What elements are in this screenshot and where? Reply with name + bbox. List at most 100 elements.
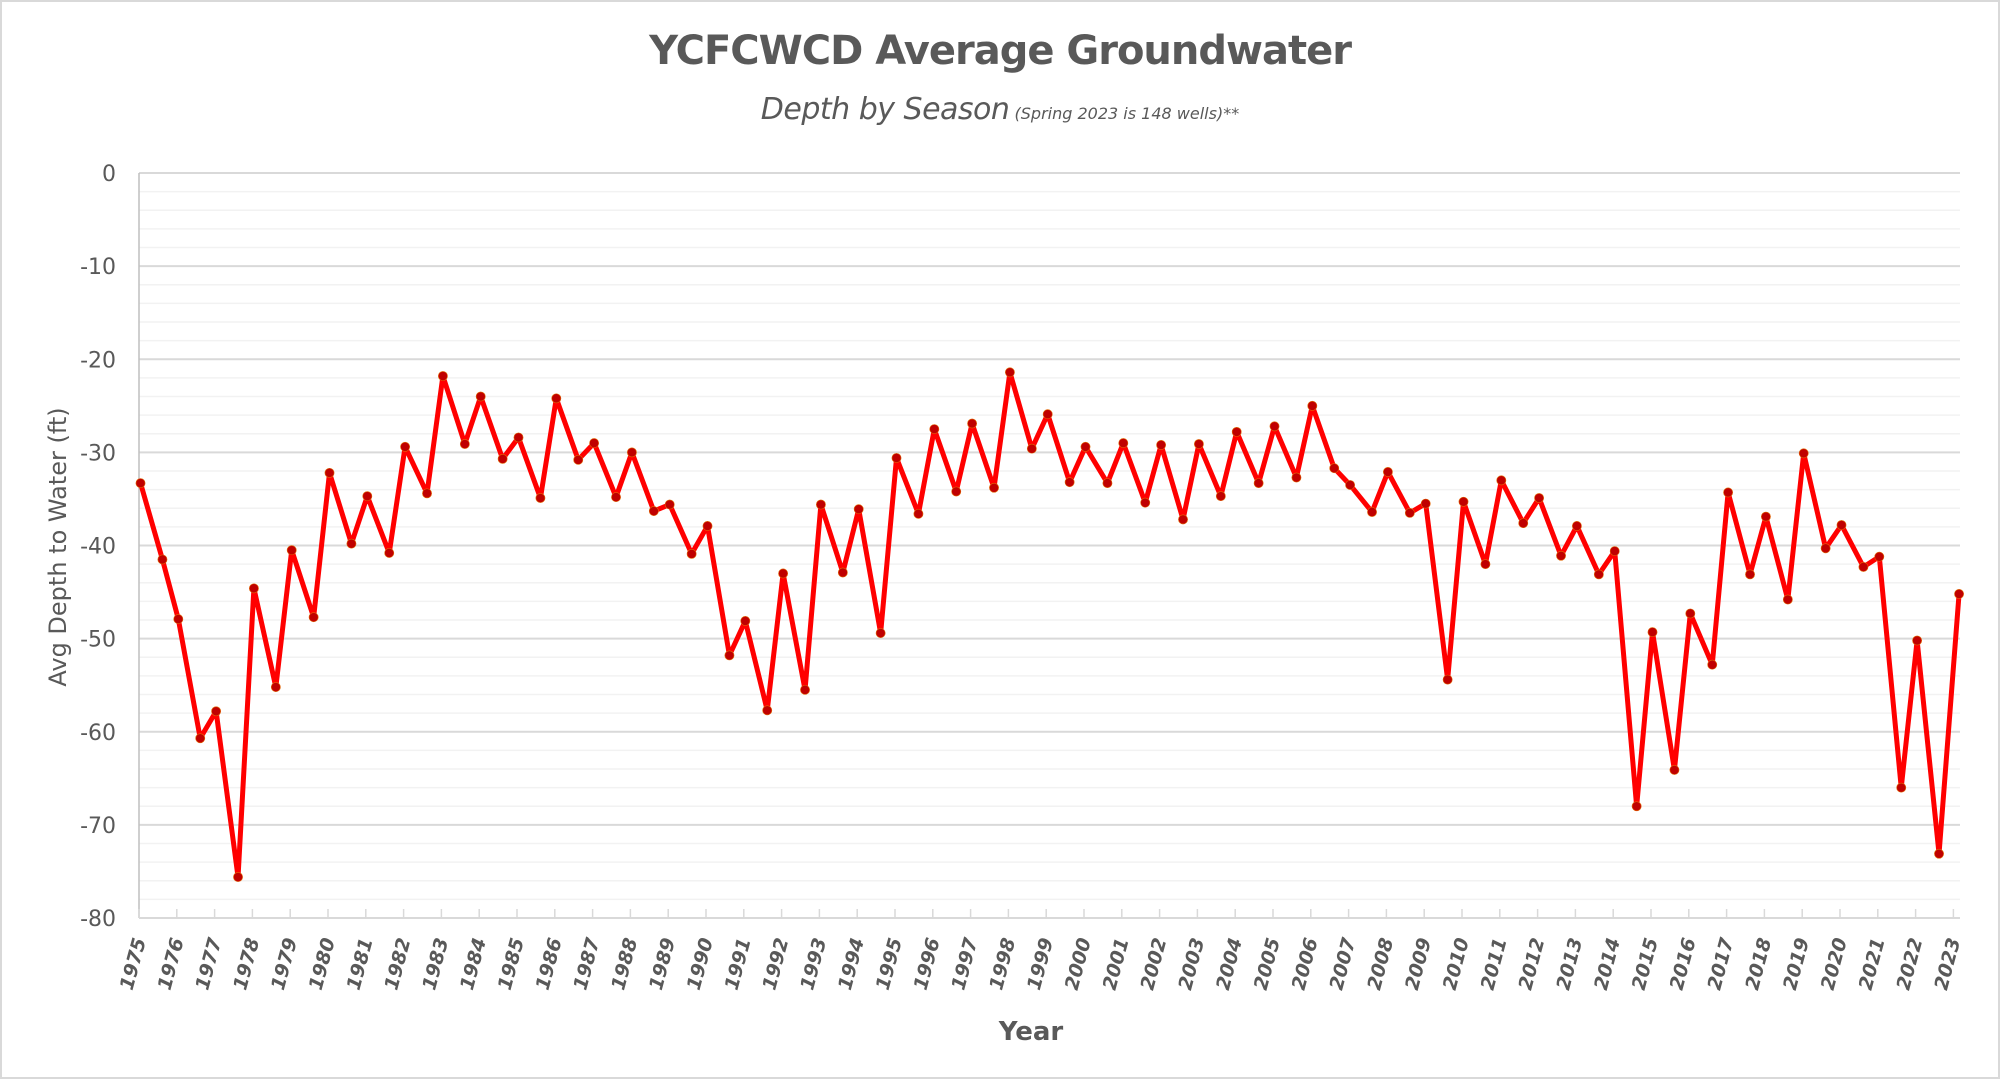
x-tick-label: 2015: [1628, 936, 1663, 993]
x-tick-label: 1984: [456, 936, 491, 993]
data-point-marker: [513, 432, 524, 443]
data-point-marker: [627, 447, 637, 458]
data-point-marker: [875, 628, 886, 638]
data-point-marker: [1556, 550, 1566, 561]
data-point-marker: [384, 548, 395, 558]
data-point-marker: [1442, 674, 1453, 685]
y-tick-label: -80: [80, 907, 116, 932]
data-point-marker: [1329, 463, 1340, 474]
data-point-marker: [913, 508, 924, 519]
data-point-marker: [1707, 659, 1718, 670]
data-point-marker: [1761, 511, 1771, 522]
data-point-marker: [1042, 409, 1053, 420]
x-tick-label: 1994: [834, 936, 869, 993]
data-point-marker: [1609, 546, 1620, 556]
x-tick-label: 1989: [645, 936, 680, 993]
x-tick-label: 2023: [1930, 936, 1965, 993]
data-point-marker: [1647, 627, 1658, 638]
x-tick-label: 1981: [343, 936, 378, 993]
x-tick-label: 1993: [796, 936, 831, 993]
x-tick-label: 2016: [1666, 936, 1701, 993]
x-tick-label: 2021: [1855, 936, 1890, 993]
x-tick-label: 1995: [872, 936, 907, 993]
data-point-marker: [1080, 441, 1091, 452]
data-point-marker: [535, 493, 546, 503]
data-point-marker: [1745, 569, 1755, 580]
data-point-marker: [346, 538, 357, 549]
x-tick-label: 1990: [683, 936, 718, 993]
data-point-marker: [778, 568, 789, 579]
data-point-marker: [286, 545, 297, 556]
y-axis-title: Avg Depth to Water (ft): [44, 407, 72, 686]
data-point-marker: [438, 371, 448, 381]
data-point-marker: [891, 453, 902, 463]
x-tick-label: 1979: [267, 936, 302, 993]
x-tick-label: 1998: [985, 936, 1020, 993]
data-point-marker: [989, 482, 999, 493]
data-point-marker: [1215, 491, 1226, 502]
x-tick-label: 2006: [1288, 936, 1323, 993]
y-tick-label: -60: [80, 721, 116, 746]
data-point-marker: [1631, 801, 1642, 812]
data-point-marker: [1593, 569, 1604, 580]
data-point-marker: [951, 486, 962, 497]
chart-title: YCFCWCD Average Groundwater: [649, 28, 1352, 74]
chart-subtitle: Depth by Season (Spring 2023 is 148 well…: [0, 92, 2000, 127]
data-point-marker: [157, 554, 168, 565]
data-point-marker: [1291, 472, 1302, 483]
data-point-marker: [611, 492, 621, 502]
data-point-marker: [1269, 421, 1280, 432]
data-point-marker: [1496, 475, 1507, 486]
data-point-marker: [195, 733, 206, 744]
data-point-marker: [1005, 367, 1015, 378]
axes: [138, 173, 1960, 919]
data-point-marker: [362, 491, 373, 502]
x-tick-label: 2007: [1325, 935, 1360, 993]
data-point-marker: [211, 706, 222, 717]
x-tick-label: 1987: [569, 935, 604, 993]
data-point-marker: [1404, 508, 1415, 518]
x-tick-label: 2012: [1514, 936, 1549, 993]
data-point-marker: [740, 616, 751, 626]
data-point-marker: [1140, 497, 1151, 508]
x-tick-label: 1992: [758, 936, 793, 993]
y-tick-label: -20: [80, 348, 116, 373]
data-point-marker: [1026, 443, 1037, 454]
data-point-marker: [837, 567, 848, 578]
data-point-marker: [233, 872, 243, 882]
x-tick-label: 1997: [947, 935, 982, 993]
data-point-marker: [1836, 520, 1847, 530]
data-point-marker: [1420, 498, 1431, 509]
x-tick-label: 2013: [1552, 936, 1587, 993]
x-tick-label: 1985: [494, 936, 529, 993]
data-point-marker: [270, 682, 281, 692]
data-point-marker: [497, 453, 508, 464]
data-point-marker: [173, 614, 184, 624]
data-point-marker: [1534, 493, 1545, 503]
data-point-marker: [1723, 487, 1734, 498]
data-point-marker: [702, 521, 713, 531]
data-point-marker: [724, 650, 735, 661]
data-point-marker: [1253, 478, 1264, 489]
data-point-marker: [1383, 467, 1393, 477]
y-tick-label: -50: [80, 628, 116, 653]
x-tick-label: 1999: [1023, 936, 1058, 993]
data-point-marker: [249, 583, 259, 594]
data-point-marker: [1858, 562, 1869, 572]
x-tick-label: 1978: [229, 936, 264, 993]
data-point-marker: [1194, 439, 1204, 449]
data-point-marker: [1518, 518, 1529, 529]
x-tick-label: 2018: [1741, 936, 1776, 993]
data-point-marker: [853, 504, 864, 515]
data-point-marker: [1954, 589, 1964, 599]
x-tick-label: 2014: [1590, 936, 1625, 993]
data-point-marker: [816, 499, 826, 510]
data-point-marker: [1685, 608, 1696, 619]
y-tick-label: -10: [80, 255, 116, 280]
x-tick-label: 1996: [910, 936, 945, 993]
data-point-marker: [135, 478, 146, 489]
y-tick-label: -40: [80, 535, 116, 560]
x-tick-label: 2020: [1817, 936, 1852, 993]
y-tick-label: 0: [102, 162, 116, 187]
